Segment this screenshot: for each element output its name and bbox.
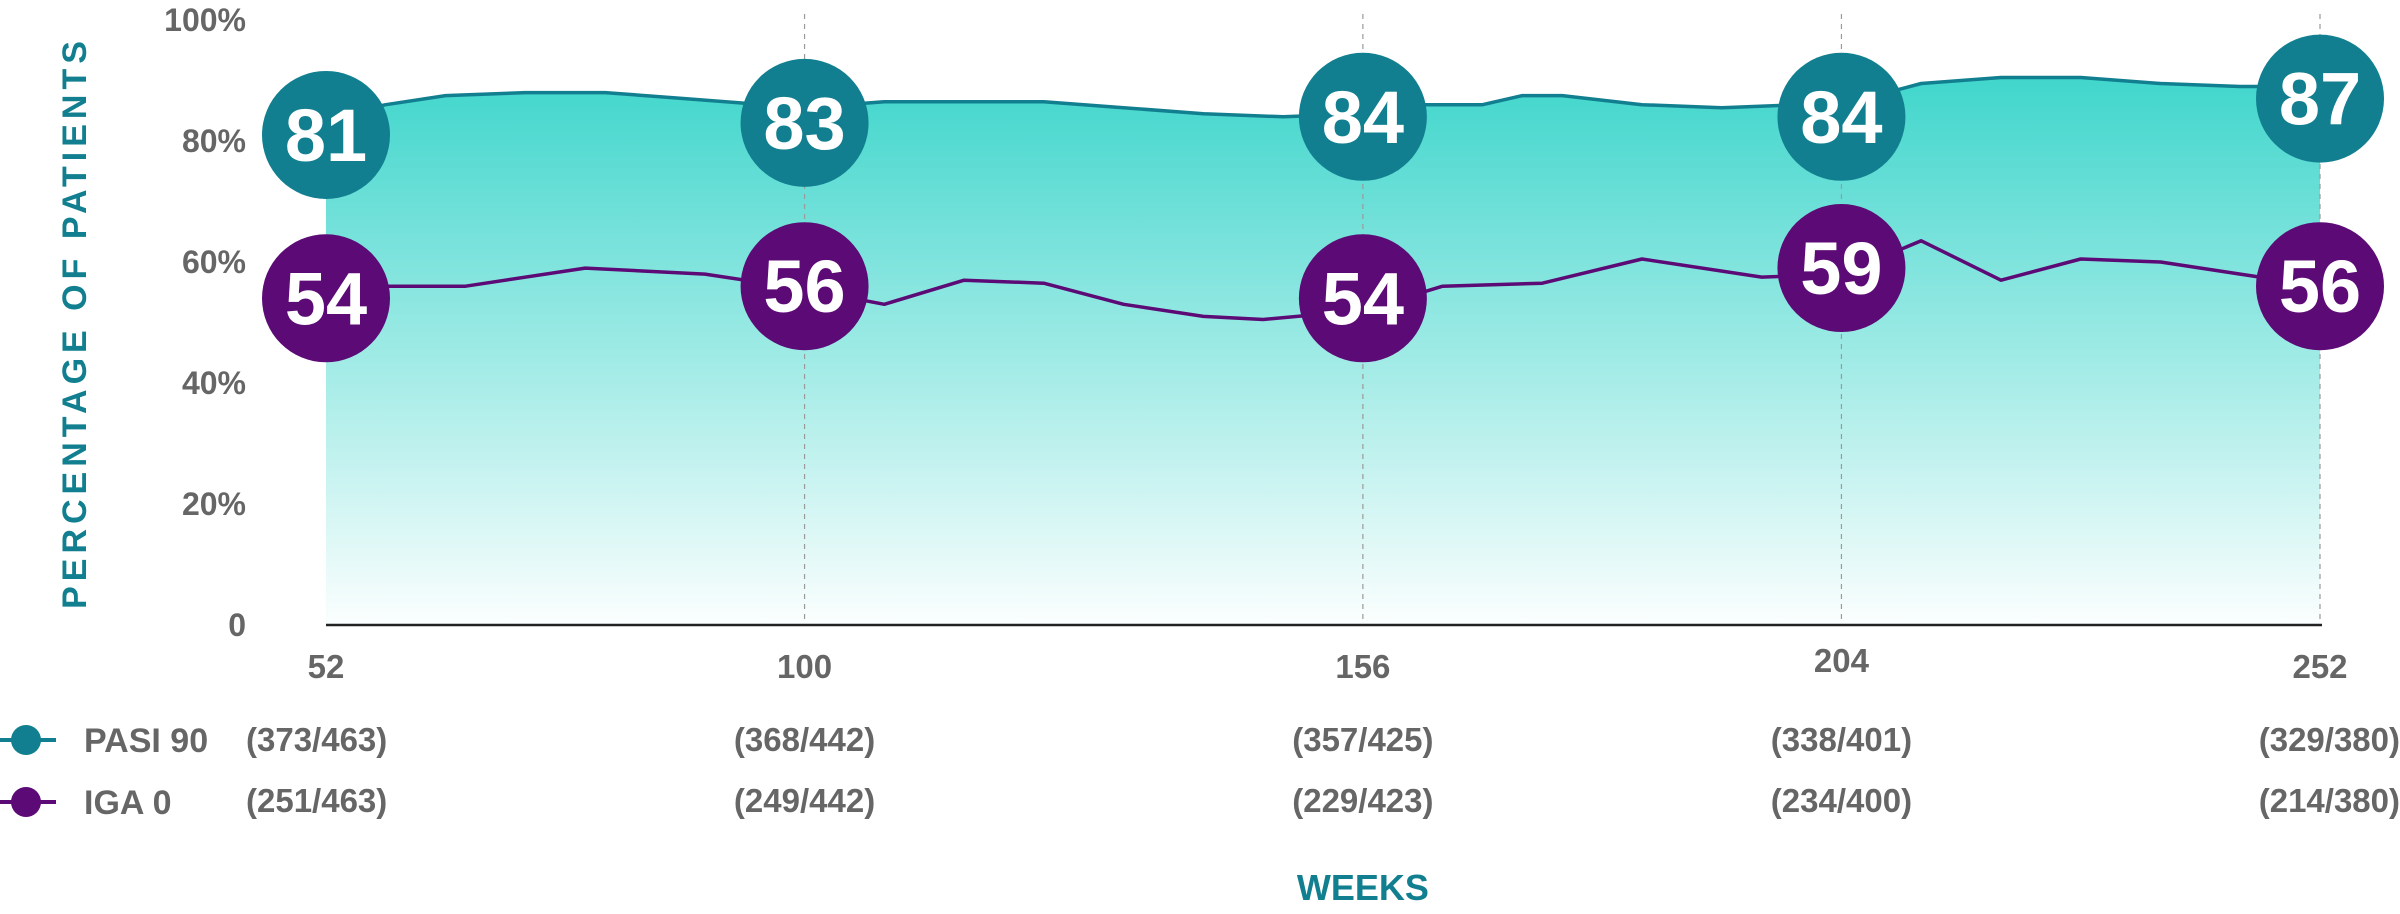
pasi90-count-label: (373/463) xyxy=(246,721,387,758)
iga0-point-marker xyxy=(740,222,869,351)
iga0-point-marker xyxy=(2256,222,2384,351)
x-axis-title: WEEKS xyxy=(1297,867,1429,908)
iga0-data-label: 54 xyxy=(285,257,367,340)
pasi90-legend-marker xyxy=(11,725,41,755)
y-tick-label: 60% xyxy=(182,244,246,280)
iga0-data-label: 59 xyxy=(1800,227,1882,310)
pasi90-data-label: 84 xyxy=(1322,76,1404,159)
x-tick-label: 252 xyxy=(2292,648,2347,685)
y-tick-label: 20% xyxy=(182,486,246,522)
pasi90-data-label: 87 xyxy=(2279,58,2361,141)
pasi90-point-marker xyxy=(740,58,869,187)
pasi90-data-label: 81 xyxy=(285,94,367,177)
pasi90-point-marker xyxy=(262,70,390,199)
iga0-count-label: (214/380) xyxy=(2259,782,2400,819)
x-tick-label: 204 xyxy=(1814,642,1870,679)
iga0-legend-label: IGA 0 xyxy=(84,784,172,822)
x-tick-label: 156 xyxy=(1335,648,1390,685)
pasi90-point-marker xyxy=(1298,52,1427,181)
pasi90-legend-label: PASI 90 xyxy=(84,722,208,760)
iga0-point-marker xyxy=(1777,204,1906,333)
pasi90-count-label: (329/380) xyxy=(2259,721,2400,758)
pasi90-count-label: (357/425) xyxy=(1292,721,1433,758)
pasi90-data-label: 84 xyxy=(1800,76,1882,159)
pasi90-count-label: (338/401) xyxy=(1771,721,1912,758)
y-tick-label: 40% xyxy=(182,365,246,401)
y-tick-label: 0 xyxy=(228,607,246,643)
iga0-count-label: (229/423) xyxy=(1292,782,1433,819)
iga0-data-label: 56 xyxy=(2279,245,2361,328)
iga0-legend-marker xyxy=(11,787,41,817)
iga0-count-label: (251/463) xyxy=(246,782,387,819)
iga0-count-label: (249/442) xyxy=(734,782,875,819)
pasi90-data-label: 83 xyxy=(763,82,845,165)
pasi90-point-marker xyxy=(2256,34,2384,163)
iga0-point-marker xyxy=(1298,234,1427,363)
y-tick-label: 80% xyxy=(182,123,246,159)
x-tick-label: 52 xyxy=(308,648,345,685)
x-tick-label: 100 xyxy=(777,648,832,685)
pasi90-count-label: (368/442) xyxy=(734,721,875,758)
iga0-data-label: 56 xyxy=(763,245,845,328)
iga0-count-label: (234/400) xyxy=(1771,782,1912,819)
iga0-point-marker xyxy=(262,234,390,363)
y-tick-label: 100% xyxy=(164,2,246,38)
pasi90-point-marker xyxy=(1777,52,1906,181)
iga0-data-label: 54 xyxy=(1322,257,1404,340)
y-axis-title: PERCENTAGE OF PATIENTS xyxy=(56,36,94,609)
